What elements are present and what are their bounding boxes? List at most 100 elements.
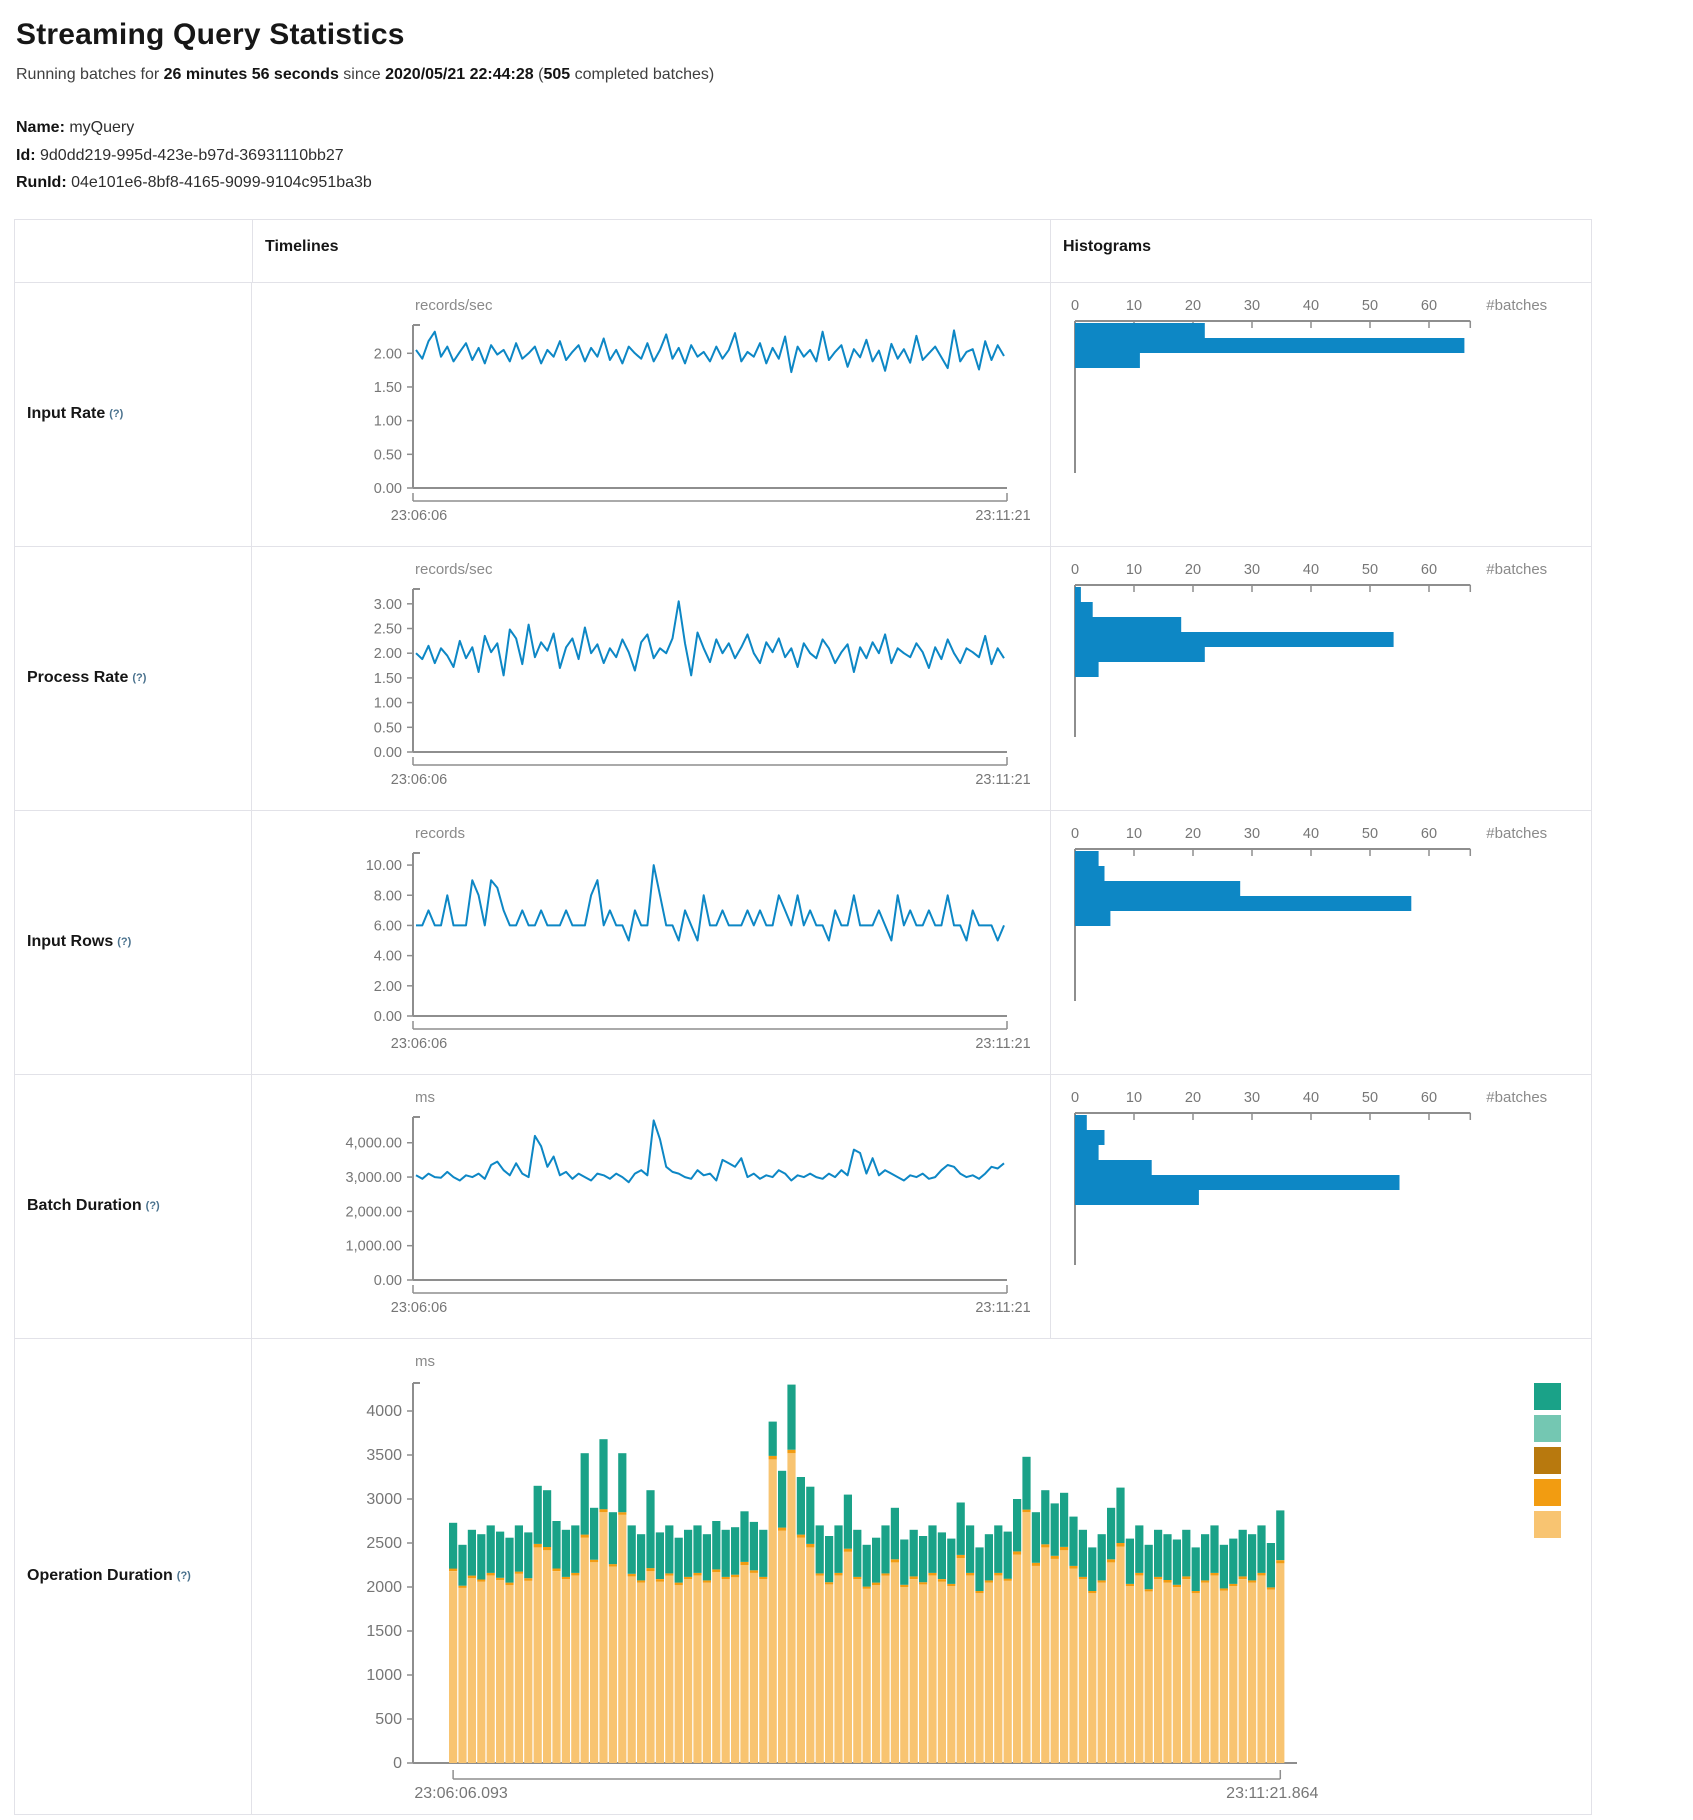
svg-text:50: 50 (1362, 1090, 1378, 1106)
process-rate-help-icon[interactable]: (?) (132, 672, 147, 685)
operation-duration-stacked-chart: ms 4000 3500 3000 2500 2000 1500 1000 500 0 23:06:… (366, 1353, 1561, 1802)
batch-duration-timeline-chart: ms 4,000.00 3,000.00 2,000.00 1,000.00 0.00 23… (346, 1089, 1031, 1316)
svg-text:1500: 1500 (366, 1623, 402, 1640)
svg-text:6.00: 6.00 (374, 918, 402, 934)
svg-text:40: 40 (1303, 826, 1319, 842)
svg-text:#batches: #batches (1486, 825, 1547, 842)
svg-text:23:11:21: 23:11:21 (975, 1300, 1030, 1316)
query-runid-value: 04e101e6-8bf8-4165-9099-9104c951ba3b (66, 174, 372, 192)
svg-text:1.00: 1.00 (374, 695, 402, 711)
svg-text:3,000.00: 3,000.00 (346, 1170, 402, 1186)
svg-text:40: 40 (1303, 298, 1319, 314)
batch-duration-help-icon[interactable]: (?) (145, 1200, 160, 1213)
svg-text:4,000.00: 4,000.00 (346, 1135, 402, 1151)
svg-text:4.00: 4.00 (374, 948, 402, 964)
svg-text:60: 60 (1421, 562, 1437, 578)
header-histograms: Histograms (1063, 237, 1152, 255)
svg-text:0.00: 0.00 (374, 481, 402, 497)
input-rows-row: Input Rows (?) records 10.00 8.00 6.00 4.00 2.… (15, 810, 1591, 1075)
legend-swatch-orange (1534, 1478, 1561, 1506)
svg-text:23:11:21: 23:11:21 (975, 508, 1030, 524)
svg-text:50: 50 (1362, 562, 1378, 578)
summary-text: Running batches for (16, 66, 164, 83)
input-rate-row: Input Rate (?) records/sec 2.00 1.50 1.00 0.5… (15, 282, 1591, 547)
svg-text:23:06:06: 23:06:06 (391, 1036, 447, 1052)
svg-text:23:06:06: 23:06:06 (391, 1300, 447, 1316)
svg-text:#batches: #batches (1486, 297, 1547, 314)
svg-text:0.00: 0.00 (374, 1009, 402, 1025)
query-id-value: 9d0dd219-995d-423e-b97d-36931110bb27 (35, 146, 344, 164)
svg-text:10: 10 (1126, 298, 1142, 314)
svg-text:30: 30 (1244, 298, 1260, 314)
legend-swatch-light_teal (1534, 1414, 1561, 1442)
svg-text:2,000.00: 2,000.00 (346, 1204, 402, 1220)
row-label-input-rate: Input Rate (?) (15, 282, 252, 546)
svg-text:0.00: 0.00 (374, 1273, 402, 1289)
input-rate-timeline-chart: records/sec 2.00 1.50 1.00 0.50 0.00 23:06:06 2… (374, 297, 1031, 524)
svg-text:ms: ms (415, 1353, 435, 1370)
svg-text:20: 20 (1185, 562, 1201, 578)
svg-text:23:06:06.093: 23:06:06.093 (414, 1785, 508, 1802)
query-runid-label: RunId: (16, 174, 67, 192)
legend-swatch-light_orange (1534, 1510, 1561, 1538)
query-runid-row: RunId: 04e101e6-8bf8-4165-9099-9104c951b… (16, 169, 1677, 197)
svg-text:#batches: #batches (1486, 1089, 1547, 1106)
svg-text:8.00: 8.00 (374, 888, 402, 904)
input-rate-help-icon[interactable]: (?) (109, 408, 124, 421)
process-rate-timeline-chart: records/sec 3.00 2.50 2.00 1.50 1.00 0.50 0.00 2… (374, 561, 1031, 788)
batch-duration-histogram-chart: 0 10 20 30 40 50 60 #batches (1071, 1089, 1547, 1265)
input-rows-help-icon[interactable]: (?) (117, 936, 132, 949)
svg-text:2.00: 2.00 (374, 346, 402, 362)
svg-text:23:11:21: 23:11:21 (975, 1036, 1030, 1052)
row-label-operation-duration: Operation Duration (?) (15, 1338, 252, 1814)
svg-text:30: 30 (1244, 826, 1260, 842)
svg-text:23:11:21.864: 23:11:21.864 (1226, 1785, 1318, 1802)
svg-text:10: 10 (1126, 1090, 1142, 1106)
svg-text:60: 60 (1421, 826, 1437, 842)
svg-text:2.00: 2.00 (374, 646, 402, 662)
query-name-label: Name: (16, 119, 65, 136)
svg-text:2.00: 2.00 (374, 978, 402, 994)
svg-text:3.00: 3.00 (374, 596, 402, 612)
svg-text:20: 20 (1185, 826, 1201, 842)
svg-text:20: 20 (1185, 298, 1201, 314)
process-rate-histogram-chart: 0 10 20 30 40 50 60 #batches (1071, 561, 1547, 737)
svg-text:50: 50 (1362, 298, 1378, 314)
svg-text:60: 60 (1421, 298, 1437, 314)
svg-text:23:06:06: 23:06:06 (391, 508, 447, 524)
svg-text:0: 0 (393, 1755, 402, 1772)
svg-text:1.50: 1.50 (374, 670, 402, 686)
row-label-process-rate: Process Rate (?) (15, 546, 252, 810)
header-empty-cell (15, 219, 253, 282)
svg-text:records/sec: records/sec (415, 297, 493, 314)
svg-text:0: 0 (1071, 1090, 1079, 1106)
query-id-label: Id: (16, 146, 36, 164)
header-timelines: Timelines (253, 219, 1051, 282)
svg-text:ms: ms (415, 1089, 435, 1106)
svg-text:20: 20 (1185, 1090, 1201, 1106)
legend-swatch-brown (1534, 1446, 1561, 1474)
svg-text:23:06:06: 23:06:06 (391, 772, 447, 788)
svg-text:3500: 3500 (366, 1447, 402, 1464)
svg-text:500: 500 (375, 1711, 402, 1728)
svg-text:23:11:21: 23:11:21 (975, 772, 1030, 788)
operation-duration-help-icon[interactable]: (?) (176, 1570, 191, 1583)
legend-swatch-teal (1534, 1382, 1561, 1410)
svg-text:3000: 3000 (366, 1491, 402, 1508)
completed-batches-count: 505 (543, 66, 571, 83)
svg-text:10.00: 10.00 (366, 858, 402, 874)
operation-duration-row: Operation Duration (?) ms 4000 3500 3000 2500… (15, 1338, 1591, 1814)
svg-text:30: 30 (1244, 1090, 1260, 1106)
query-name-row: Name: myQuery (16, 114, 1677, 142)
svg-text:#batches: #batches (1486, 561, 1547, 578)
svg-text:0.50: 0.50 (374, 720, 402, 736)
page-title: Streaming Query Statistics (16, 18, 405, 51)
svg-text:records: records (415, 825, 465, 842)
svg-text:0: 0 (1071, 826, 1079, 842)
row-label-input-rows: Input Rows (?) (15, 810, 252, 1074)
svg-text:60: 60 (1421, 1090, 1437, 1106)
query-id-row: Id: 9d0dd219-995d-423e-b97d-36931110bb27 (16, 142, 1677, 170)
process-rate-row: Process Rate (?) records/sec 3.00 2.50 2.00 1… (15, 546, 1591, 811)
input-rows-timeline-chart: records 10.00 8.00 6.00 4.00 2.00 0.00 23:06:06… (366, 825, 1031, 1052)
svg-text:0: 0 (1071, 298, 1079, 314)
